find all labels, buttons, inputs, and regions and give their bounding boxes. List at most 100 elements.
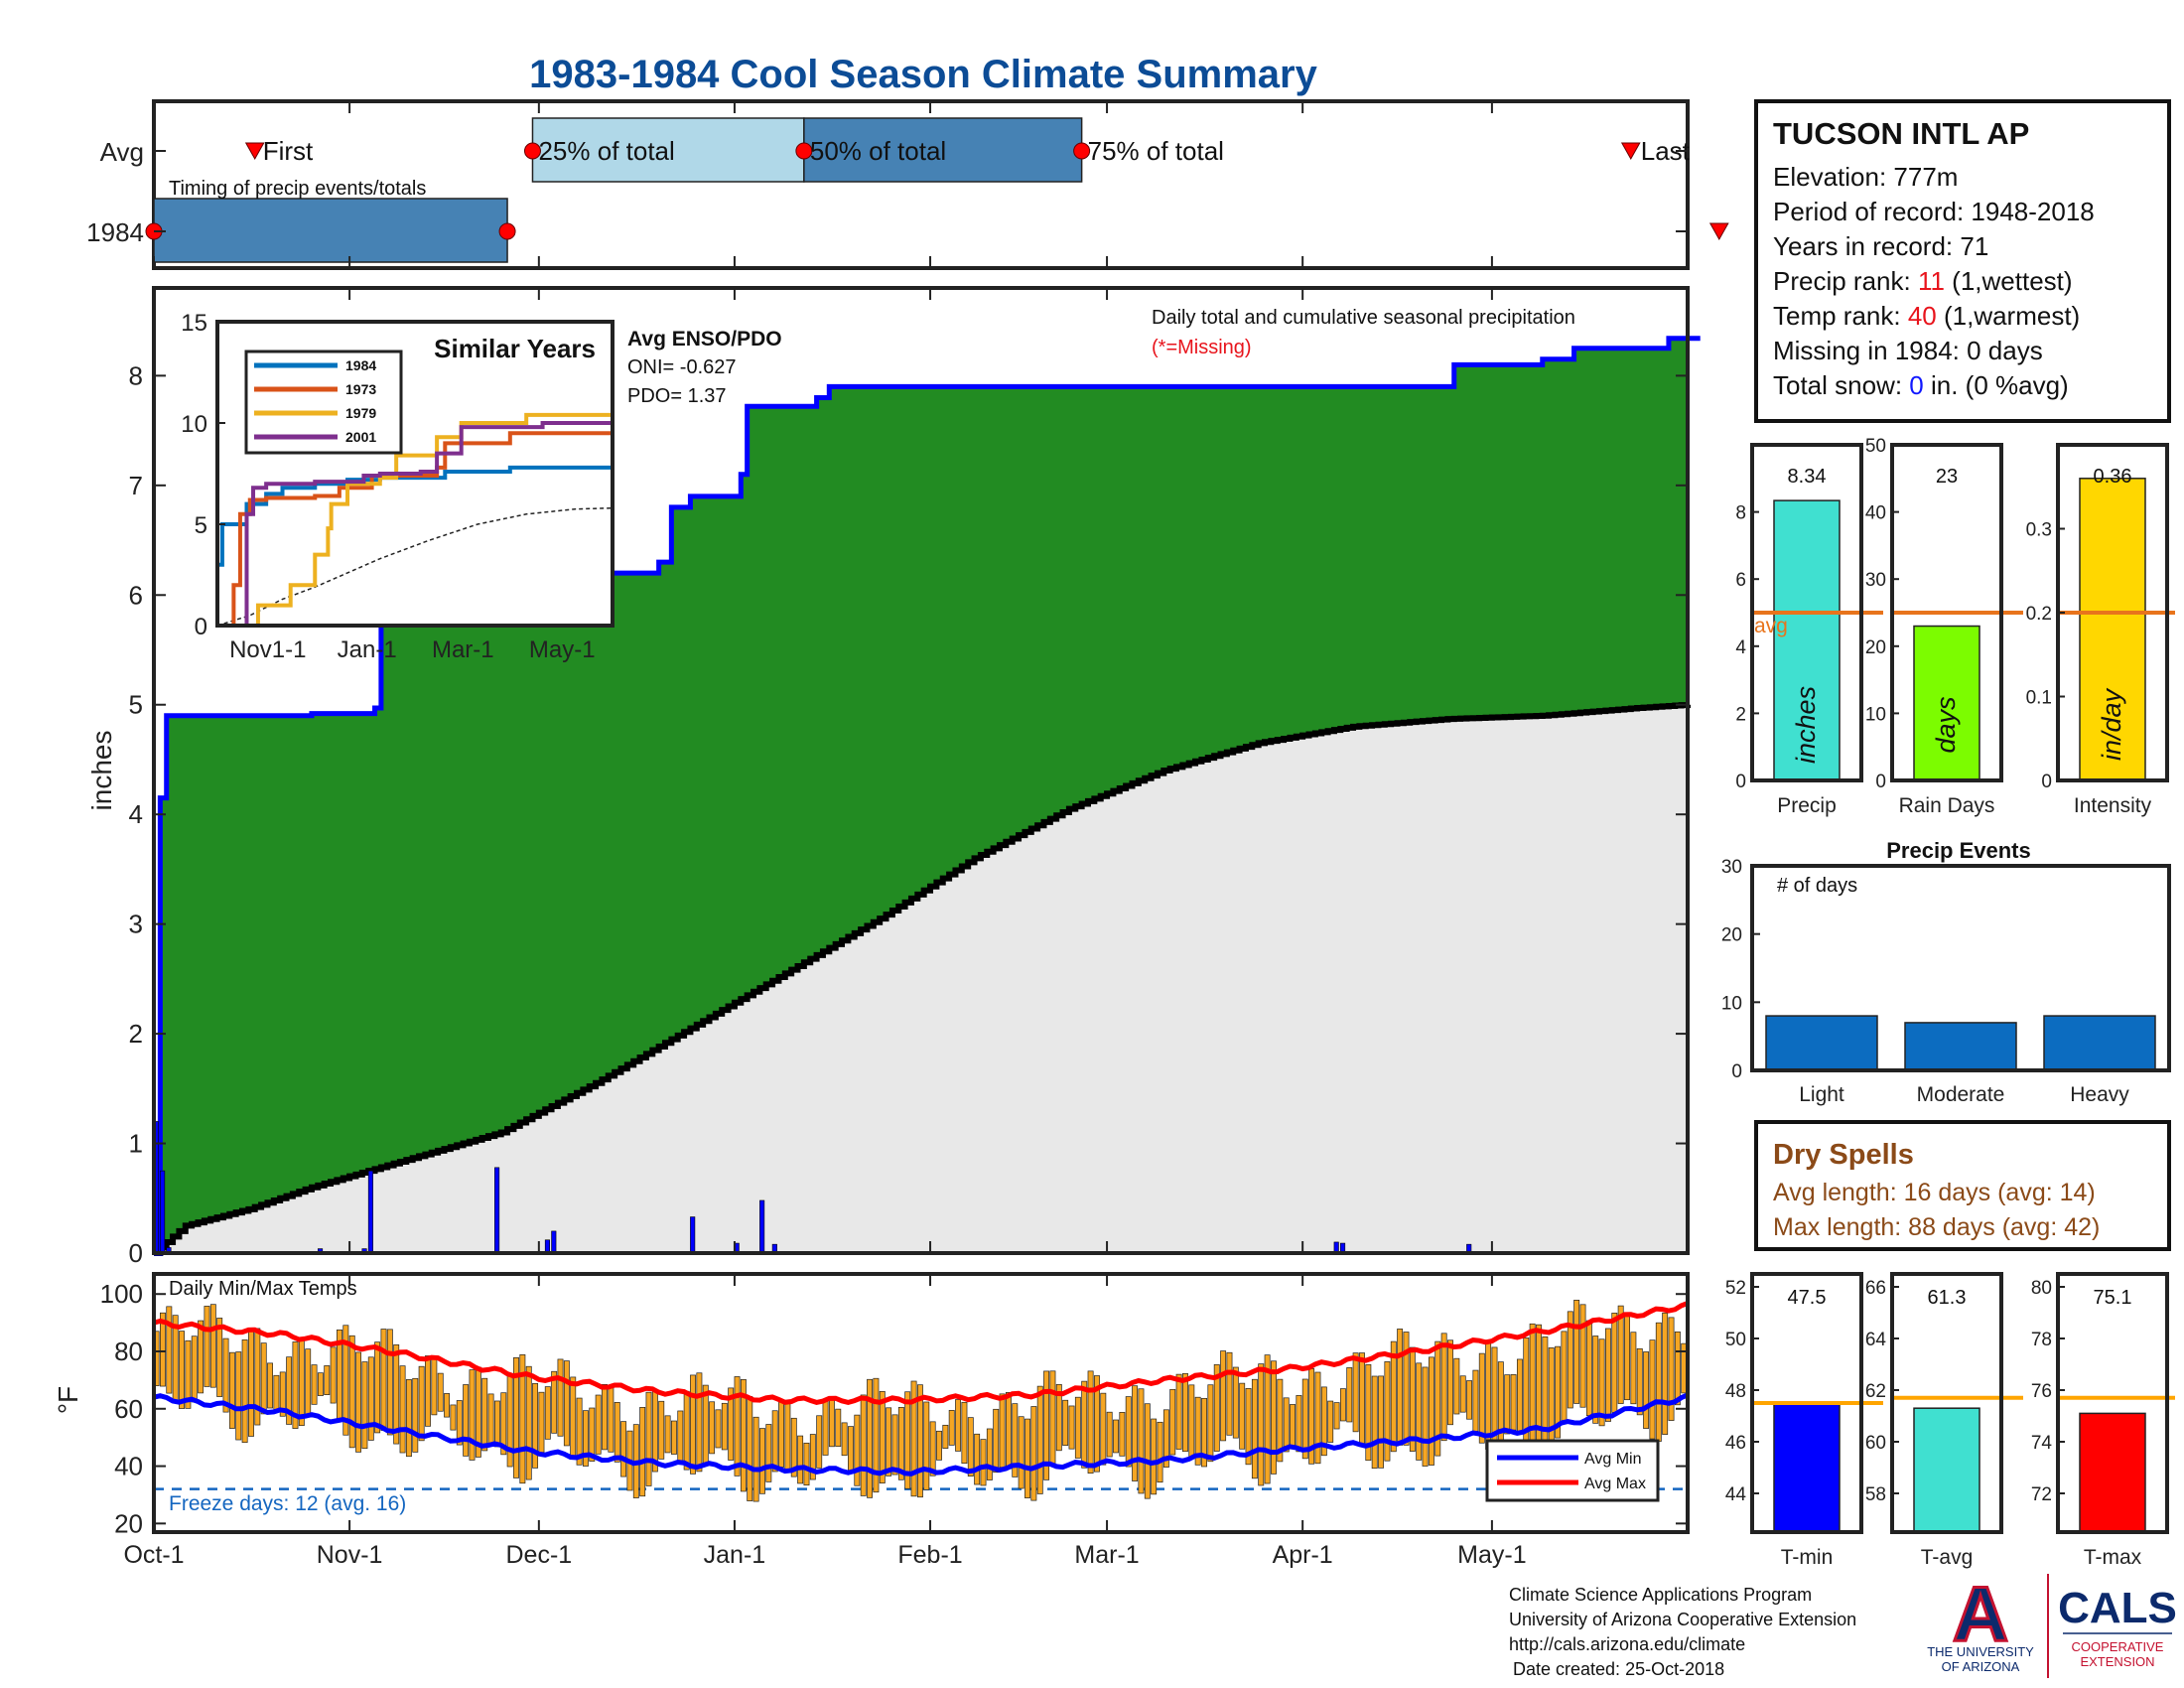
freeze-label: Freeze days: 12 (avg. 16) (169, 1492, 406, 1515)
summary-avg-label: avg (1754, 615, 1788, 637)
cals-logo-text: CALS (2058, 1584, 2177, 1632)
daily-temp-bar (835, 1408, 842, 1448)
daily-temp-bar (1555, 1345, 1562, 1439)
daily-temp-bar (1529, 1323, 1536, 1455)
precip-events-y-label: # of days (1777, 875, 1857, 897)
daily-temp-bar (450, 1404, 457, 1431)
temp-summary-T-min-frame (1750, 1272, 1863, 1534)
daily-temp-bar (658, 1400, 665, 1460)
daily-temp-bar (1245, 1388, 1252, 1466)
daily-temp-bar (1573, 1300, 1580, 1404)
daily-temp-bar (690, 1374, 696, 1475)
daily-temp-bar (456, 1400, 463, 1446)
precip-event-label-Heavy: Heavy (2070, 1083, 2129, 1106)
daily-temp-bar (608, 1386, 614, 1453)
daily-temp-bar (1617, 1305, 1624, 1404)
precip-annotation: Daily total and cumulative seasonal prec… (1152, 307, 1575, 329)
daily-temp-bar (771, 1410, 778, 1473)
date-x-ticks: Oct-1 Nov-1 Dec-1 Jan-1 Feb-1 Mar-1 Apr-1 May-1 (123, 101, 1527, 1569)
daily-temp-bar (1024, 1418, 1030, 1498)
similar-years-inset: 0 5 10 15 Nov1-1 Jan-1 Mar-1 May-1 Similar Year… (181, 310, 614, 663)
daily-temp-bar (1100, 1392, 1107, 1466)
daily-temp-bar (557, 1358, 564, 1437)
daily-temp-bar (273, 1374, 280, 1410)
station-elevation: Elevation: 777m (1773, 162, 1958, 192)
dry-spells-panel: Dry Spells Avg length: 16 days (avg: 14)… (1754, 1120, 2171, 1251)
timing-75-label: 75% of total (1088, 136, 1224, 166)
precip-y-label: inches (86, 731, 117, 811)
x-tick-label: Mar-1 (1074, 1541, 1139, 1569)
daily-temp-bar (1403, 1332, 1410, 1446)
daily-temp-bar (1062, 1399, 1069, 1446)
daily-temp-bar (879, 1390, 886, 1483)
summary-y-tick-label: 6 (1735, 570, 1746, 591)
daily-temp-bar (784, 1402, 791, 1471)
temp-summary-T-min-label: T-min (1781, 1546, 1834, 1569)
inset-x-tick-label: Mar-1 (432, 636, 494, 663)
daily-temp-bar (513, 1356, 519, 1478)
daily-temp-bar (602, 1383, 608, 1451)
daily-temp-bar (1472, 1369, 1479, 1432)
precip-event-bar-Heavy (2043, 1015, 2156, 1071)
timing-50-label: 50% of total (810, 136, 946, 166)
footer: Climate Science Applications Program Uni… (1509, 1585, 1856, 1679)
temp-summary-y-tick-label: 58 (1865, 1484, 1886, 1505)
enso-pdo: PDO= 1.37 (627, 385, 727, 407)
daily-temp-bar (1043, 1370, 1050, 1480)
daily-temp-bar (765, 1424, 772, 1482)
legend-avg-max: Avg Max (1584, 1476, 1646, 1492)
average-precip-line (154, 702, 1691, 1256)
daily-temp-bar (1636, 1347, 1643, 1416)
daily-temp-bar (955, 1399, 962, 1452)
daily-temp-bar (519, 1354, 526, 1484)
x-tick-label: Jan-1 (704, 1541, 766, 1569)
daily-temp-bar (1081, 1380, 1088, 1469)
temp-summary-T-min-value: 47.5 (1788, 1287, 1827, 1309)
daily-temp-bar (1277, 1378, 1284, 1463)
daily-temp-bar (209, 1304, 216, 1388)
summary-Precip-label: Precip (1777, 794, 1837, 817)
daily-temp-bar (1030, 1406, 1037, 1501)
summary-Rain Days-label: Rain Days (1899, 794, 1995, 817)
daily-temp-bar (1598, 1338, 1605, 1427)
temp-summary-y-tick-label: 78 (2031, 1330, 2052, 1350)
daily-temp-bar (292, 1341, 299, 1429)
timing-row-year: 1984 (86, 217, 144, 247)
daily-temp-bar (1390, 1340, 1397, 1453)
inset-y-tick-label: 5 (195, 512, 207, 539)
precip-y-tick-label: 4 (129, 799, 143, 829)
inset-y-tick-label: 0 (195, 614, 207, 640)
daily-temp-bar (1611, 1313, 1618, 1413)
legend-avg-min: Avg Min (1584, 1451, 1642, 1468)
timing-avg-25-marker (523, 142, 541, 160)
daily-temp-bar (198, 1320, 205, 1394)
inset-x-tick-label: Jan-1 (338, 636, 397, 663)
daily-temp-bar (923, 1401, 930, 1490)
temp-summary-y-tick-label: 76 (2031, 1381, 2052, 1402)
station-info: TUCSON INTL AP Elevation: 777m Period of… (1754, 99, 2171, 423)
daily-temp-bar (1624, 1313, 1630, 1401)
station-frame (1754, 99, 2171, 423)
daily-temp-bar (1290, 1404, 1296, 1449)
x-tick-label: May-1 (1457, 1541, 1526, 1569)
precip-event-bar-Moderate (1904, 1022, 2017, 1071)
precip-event-label-Light: Light (1799, 1083, 1844, 1106)
daily-temp-bar (1585, 1320, 1592, 1417)
precip-events-panel: Precip Events Light Moderate Heavy0102030 … (1721, 838, 2171, 1106)
daily-temp-bar (1365, 1363, 1372, 1462)
daily-temp-bar (797, 1435, 804, 1484)
footer-line-4: Date created: 25-Oct-2018 (1513, 1659, 1724, 1679)
daily-temp-bar (570, 1376, 577, 1458)
daily-temp-bar (974, 1433, 981, 1485)
temp-legend-box (1485, 1439, 1660, 1502)
summary-y-tick-label: 0.1 (2026, 688, 2052, 709)
daily-temp-bar (235, 1351, 242, 1441)
daily-temp-bar (1283, 1397, 1290, 1453)
daily-temp-bar (1018, 1416, 1024, 1489)
daily-temp-bar (1074, 1396, 1081, 1459)
daily-temp-bar (664, 1415, 671, 1454)
temp-title: Daily Min/Max Temps (169, 1278, 357, 1300)
daily-temp-bar (1579, 1304, 1586, 1408)
daily-temp-bar (1333, 1402, 1340, 1430)
